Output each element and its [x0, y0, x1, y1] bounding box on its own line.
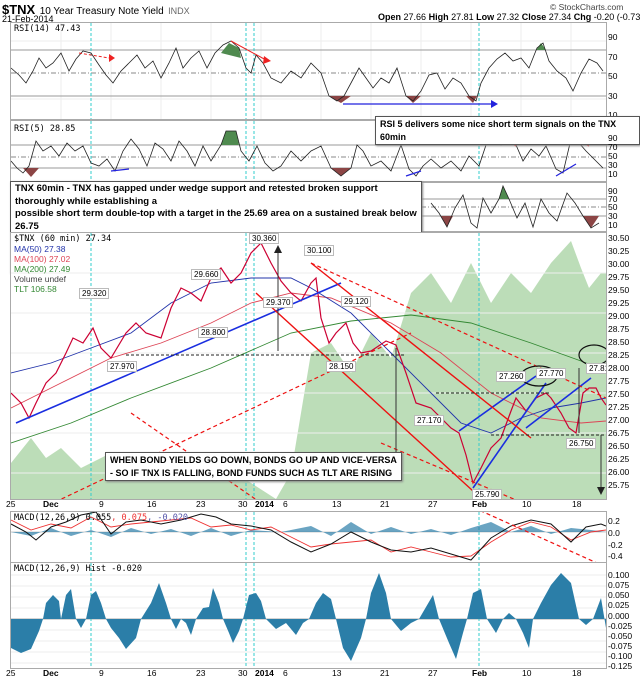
- ma50-legend: MA(50) 27.38: [14, 244, 66, 254]
- macd-panel: MACD(12,26,9) 0.055, 0.075, -0.020: [10, 511, 607, 563]
- tlt-legend: TLT 106.58: [14, 284, 57, 294]
- x-axis-bottom: 25 Dec 9 16 23 30 2014 6 13 21 27 Feb 10…: [6, 668, 582, 678]
- chart-date: 21-Feb-2014: [2, 14, 54, 24]
- macd-legend: MACD(12,26,9) 0.055, 0.075, -0.020: [14, 513, 189, 523]
- volume-legend: Volume undef: [14, 274, 66, 284]
- rsi5-legend: RSI(5) 28.85: [14, 124, 76, 134]
- rsi-note: RSI 5 delivers some nice short term sign…: [375, 116, 640, 145]
- ma200-legend: MA(200) 27.49: [14, 264, 71, 274]
- macd-hist-legend: MACD(12,26,9) Hist -0.020: [14, 564, 142, 574]
- price-legend-main: $TNX (60 min) 27.34: [14, 234, 112, 244]
- exchange: INDX: [168, 6, 190, 16]
- price-legend: MA(50) 27.38 MA(100) 27.02 MA(200) 27.49…: [14, 244, 70, 294]
- rsi14-panel: RSI(14) 47.43: [10, 22, 607, 120]
- chart-title: $TNX 10 Year Treasury Note Yield INDX: [2, 1, 190, 19]
- ohlc-bar: Open 27.66 High 27.81 Low 27.32 Close 27…: [378, 12, 640, 22]
- symbol: $TNX: [2, 2, 36, 17]
- macd-hist-panel: MACD(12,26,9) Hist -0.020: [10, 562, 607, 669]
- bond-note: WHEN BOND YIELDS GO DOWN, BONDS GO UP AN…: [105, 452, 402, 481]
- ma100-legend: MA(100) 27.02: [14, 254, 71, 264]
- x-axis-top: 25 Dec 9 16 23 30 2014 6 13 21 27 Feb 10…: [6, 499, 582, 509]
- copyright: © StockCharts.com: [550, 2, 624, 12]
- rsi14-legend: RSI(14) 47.43: [14, 24, 81, 34]
- symbol-name: 10 Year Treasury Note Yield: [39, 6, 164, 17]
